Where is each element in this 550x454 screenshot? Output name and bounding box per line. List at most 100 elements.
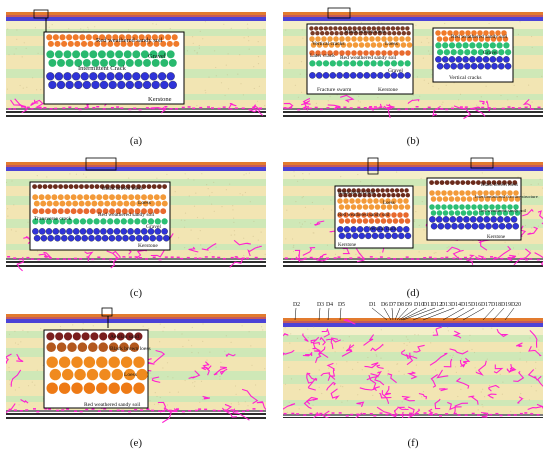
particle [455, 180, 460, 185]
texture-dot [205, 92, 207, 94]
texture-dot [25, 47, 27, 49]
particle [328, 26, 333, 31]
crack-fragment [379, 106, 383, 108]
stratum-band [283, 323, 543, 327]
particle [373, 212, 379, 218]
callout-label: Kerstone [487, 235, 506, 240]
texture-dot [481, 172, 483, 174]
particle [99, 332, 108, 341]
texture-dot [239, 193, 241, 195]
particle [448, 56, 456, 63]
texture-dot [247, 36, 249, 38]
particle [123, 50, 132, 59]
callout-label: Red weathered sandy soil [98, 212, 155, 218]
texture-dot [8, 333, 11, 335]
stratum-band [6, 314, 266, 317]
crack-fragment [168, 409, 172, 412]
crack-line [241, 388, 259, 404]
particle [496, 196, 503, 202]
stratum-band [283, 318, 543, 321]
texture-dot [193, 205, 196, 207]
callout-label: Transverse crack [34, 216, 71, 222]
particle [391, 232, 398, 240]
texture-dot [308, 173, 310, 175]
crack-fragment [387, 257, 391, 259]
crack-fragment [175, 108, 178, 110]
particle [83, 382, 96, 394]
crack-line [345, 344, 355, 353]
particle [502, 36, 509, 42]
callout-frame [43, 329, 149, 409]
particle [396, 30, 402, 36]
texture-dot [220, 82, 223, 84]
particle [151, 184, 157, 189]
particle [125, 80, 134, 90]
crack-fragment [296, 413, 300, 415]
particle [463, 216, 470, 223]
particle [406, 30, 411, 36]
callout-label: Loess [138, 200, 151, 206]
texture-dot [312, 404, 314, 406]
particle [58, 184, 63, 189]
survey-leader [391, 307, 394, 321]
texture-dot [538, 197, 540, 199]
particle [387, 30, 392, 36]
crack-fragment [86, 256, 90, 258]
particle [45, 218, 53, 225]
texture-dot [474, 367, 476, 369]
texture-dot [238, 403, 240, 405]
particle [127, 218, 134, 225]
texture-dot [482, 388, 484, 390]
crack-line [455, 377, 470, 389]
particle [465, 180, 471, 185]
particle [46, 342, 56, 352]
crack-line [294, 249, 301, 260]
crack-fragment [391, 106, 395, 108]
crack-fragment [453, 412, 457, 415]
crack-fragment [314, 106, 318, 109]
particle [381, 36, 387, 42]
crack-fragment [109, 410, 113, 412]
particle [455, 56, 463, 63]
particle [149, 50, 158, 59]
particle [449, 216, 457, 223]
crack-fragment [138, 257, 142, 259]
stratum-band [283, 167, 543, 171]
particle [466, 210, 473, 216]
texture-dot [526, 210, 528, 212]
texture-dot [318, 369, 320, 371]
texture-dot [253, 220, 255, 222]
crack-fragment [252, 408, 256, 410]
particle [501, 190, 507, 196]
crack-line [487, 393, 497, 399]
bedrock-line [6, 258, 266, 260]
crack-fragment [48, 408, 52, 410]
texture-dot [286, 411, 289, 413]
crack-fragment [344, 258, 347, 260]
crack-line [492, 245, 512, 261]
texture-dot [404, 407, 406, 409]
texture-dot [357, 173, 359, 176]
callout-inset-a: Red weathered sandy soilGravelIntermitte… [43, 31, 185, 105]
particle [114, 72, 124, 81]
crack-fragment [500, 257, 504, 260]
crack-fragment [68, 106, 72, 108]
particle [368, 204, 375, 210]
texture-dot [427, 82, 430, 84]
texture-dot [8, 54, 10, 56]
crack-fragment [162, 410, 165, 412]
particle [453, 30, 459, 36]
texture-dot [485, 85, 487, 87]
texture-dot [211, 191, 213, 194]
particle [437, 222, 445, 230]
texture-dot [243, 254, 245, 257]
texture-dot [415, 211, 417, 213]
texture-dot [262, 329, 264, 331]
particle [168, 80, 177, 90]
crack-fragment [416, 258, 420, 260]
texture-dot [292, 250, 295, 253]
crack-line [135, 249, 145, 260]
particle [442, 42, 449, 49]
crack-line [434, 398, 441, 410]
particle [115, 208, 122, 215]
